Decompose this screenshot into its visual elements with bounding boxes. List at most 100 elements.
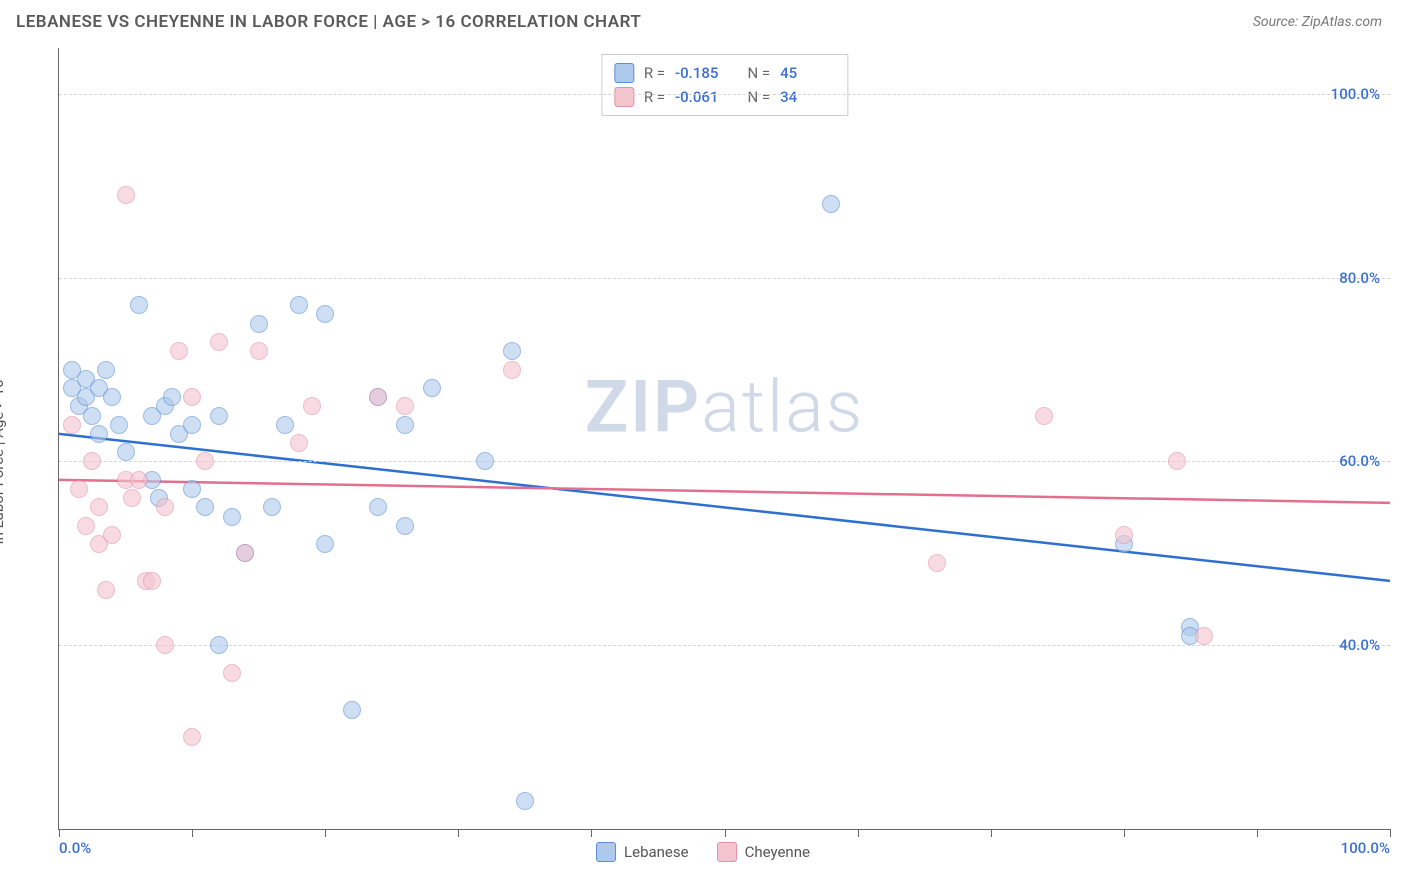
scatter-point: [210, 407, 228, 425]
scatter-point: [1115, 526, 1133, 544]
x-tick-label-left: 0.0%: [59, 839, 91, 857]
watermark-light: atlas: [701, 365, 864, 450]
stat-n-value: 34: [780, 88, 835, 106]
stat-n-value: 45: [780, 64, 835, 82]
scatter-point: [83, 452, 101, 470]
scatter-point: [223, 664, 241, 682]
scatter-point: [170, 342, 188, 360]
scatter-point: [1035, 407, 1053, 425]
stat-n-label: N =: [740, 64, 770, 82]
scatter-point: [250, 342, 268, 360]
legend-swatch: [596, 842, 616, 862]
bottom-legend-item: Lebanese: [596, 842, 689, 862]
stat-r-label: R =: [644, 88, 665, 106]
scatter-point: [183, 388, 201, 406]
scatter-point: [316, 535, 334, 553]
scatter-point: [117, 186, 135, 204]
x-tick-label-right: 100.0%: [1341, 839, 1390, 857]
scatter-point: [396, 517, 414, 535]
scatter-point: [130, 471, 148, 489]
scatter-point: [156, 636, 174, 654]
scatter-point: [196, 452, 214, 470]
scatter-point: [83, 407, 101, 425]
plot-area: ZIPatlas R = -0.185 N = 45R = -0.061 N =…: [58, 48, 1390, 830]
gridline-h: [59, 278, 1390, 279]
scatter-point: [396, 397, 414, 415]
trend-lines: [59, 48, 1390, 829]
stat-n-label: N =: [740, 88, 770, 106]
y-tick-label: 80.0%: [1339, 269, 1380, 287]
scatter-point: [123, 489, 141, 507]
x-tick: [991, 829, 992, 837]
scatter-point: [503, 342, 521, 360]
scatter-point: [250, 315, 268, 333]
scatter-point: [97, 361, 115, 379]
scatter-point: [183, 416, 201, 434]
stat-r-value: -0.185: [675, 64, 730, 82]
scatter-point: [290, 434, 308, 452]
scatter-point: [316, 305, 334, 323]
legend-label: Lebanese: [624, 843, 689, 861]
scatter-point: [236, 544, 254, 562]
y-tick-label: 60.0%: [1339, 452, 1380, 470]
scatter-point: [223, 508, 241, 526]
scatter-point: [77, 517, 95, 535]
scatter-point: [103, 388, 121, 406]
scatter-point: [290, 296, 308, 314]
scatter-point: [276, 416, 294, 434]
stats-legend: R = -0.185 N = 45R = -0.061 N = 34: [601, 54, 848, 116]
legend-swatch: [614, 87, 634, 107]
x-tick: [1390, 829, 1391, 837]
scatter-point: [90, 498, 108, 516]
scatter-point: [822, 195, 840, 213]
bottom-legend-item: Cheyenne: [717, 842, 810, 862]
scatter-point: [303, 397, 321, 415]
scatter-point: [183, 480, 201, 498]
scatter-point: [263, 498, 281, 516]
legend-label: Cheyenne: [745, 843, 810, 861]
chart-header: LEBANESE VS CHEYENNE IN LABOR FORCE | AG…: [0, 0, 1406, 40]
stat-r-label: R =: [644, 64, 665, 82]
scatter-point: [210, 333, 228, 351]
legend-swatch: [717, 842, 737, 862]
scatter-point: [1168, 452, 1186, 470]
scatter-point: [423, 379, 441, 397]
trend-line: [59, 434, 1390, 581]
chart-container: In Labor Force | Age > 16 ZIPatlas R = -…: [16, 48, 1390, 876]
x-tick: [725, 829, 726, 837]
scatter-point: [1195, 627, 1213, 645]
scatter-point: [110, 416, 128, 434]
scatter-point: [103, 526, 121, 544]
scatter-point: [369, 498, 387, 516]
x-tick: [458, 829, 459, 837]
chart-title: LEBANESE VS CHEYENNE IN LABOR FORCE | AG…: [16, 12, 641, 32]
watermark: ZIPatlas: [585, 365, 865, 450]
gridline-h: [59, 94, 1390, 95]
stats-legend-row: R = -0.185 N = 45: [614, 61, 835, 85]
chart-source: Source: ZipAtlas.com: [1253, 14, 1382, 30]
bottom-legend: Lebanese Cheyenne: [596, 842, 810, 862]
scatter-point: [183, 728, 201, 746]
trend-line: [59, 480, 1390, 503]
x-tick: [1257, 829, 1258, 837]
stats-legend-row: R = -0.061 N = 34: [614, 85, 835, 109]
y-axis-title: In Labor Force | Age > 16: [0, 380, 7, 545]
x-tick: [1124, 829, 1125, 837]
scatter-point: [97, 581, 115, 599]
scatter-point: [117, 443, 135, 461]
scatter-point: [90, 425, 108, 443]
x-tick: [591, 829, 592, 837]
watermark-bold: ZIP: [585, 365, 701, 450]
stat-r-value: -0.061: [675, 88, 730, 106]
scatter-point: [63, 416, 81, 434]
scatter-point: [210, 636, 228, 654]
scatter-point: [156, 498, 174, 516]
scatter-point: [928, 554, 946, 572]
x-tick: [325, 829, 326, 837]
scatter-point: [396, 416, 414, 434]
scatter-point: [516, 792, 534, 810]
scatter-point: [369, 388, 387, 406]
gridline-h: [59, 461, 1390, 462]
scatter-point: [476, 452, 494, 470]
scatter-point: [143, 572, 161, 590]
